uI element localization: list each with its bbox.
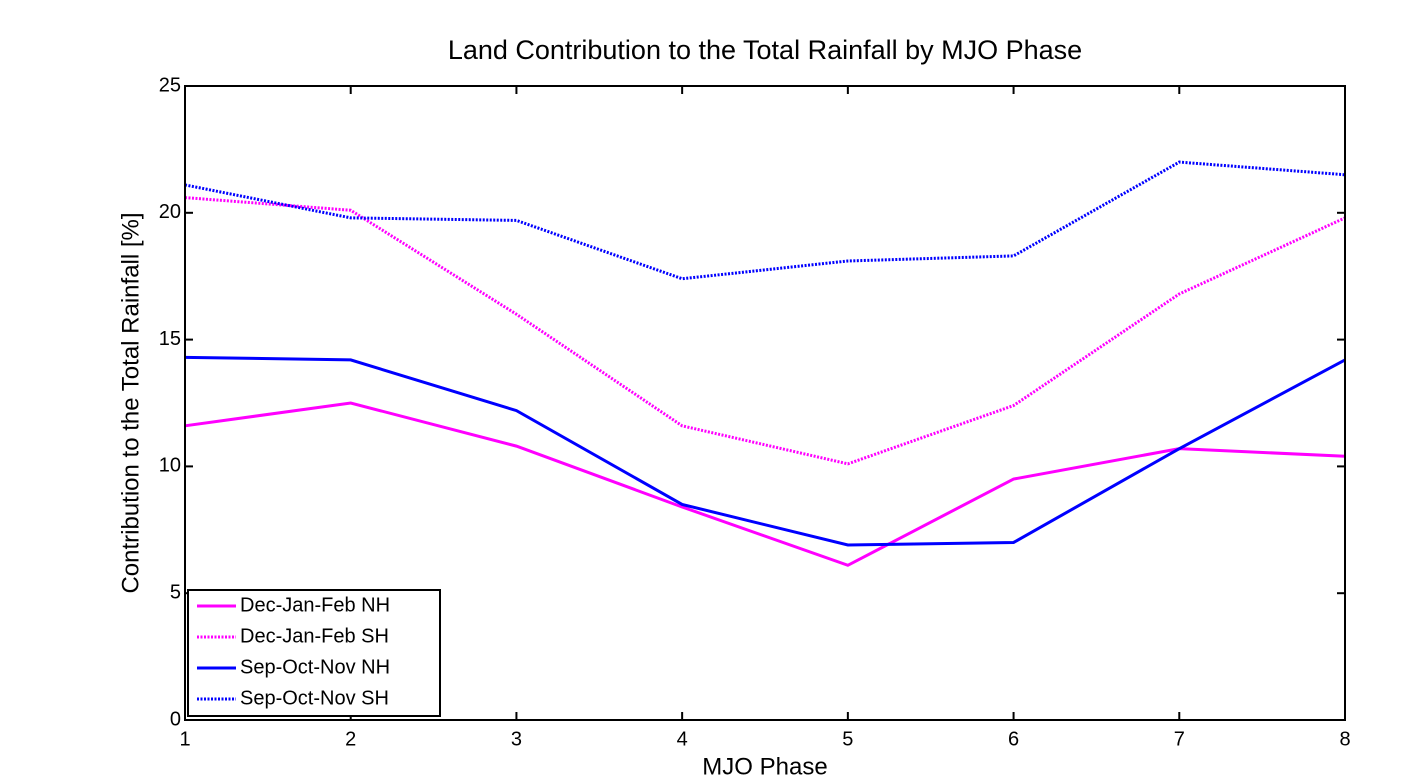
x-tick-label: 4 xyxy=(677,728,688,750)
legend-label: Dec-Jan-Feb SH xyxy=(240,625,389,647)
x-tick-label: 2 xyxy=(345,728,356,750)
series-line xyxy=(184,160,1346,281)
legend-label: Sep-Oct-Nov NH xyxy=(240,656,390,678)
series-line xyxy=(184,355,1346,547)
x-tick-label: 1 xyxy=(179,728,190,750)
x-tick-label: 3 xyxy=(511,728,522,750)
plot-frame xyxy=(184,85,1346,721)
series-line xyxy=(184,401,1346,567)
legend-label: Sep-Oct-Nov SH xyxy=(240,687,389,709)
x-tick-label: 7 xyxy=(1174,728,1185,750)
x-tick-label: 8 xyxy=(1339,728,1350,750)
y-tick-label: 15 xyxy=(159,328,181,350)
series-line xyxy=(184,196,1346,466)
legend-box xyxy=(187,589,441,717)
y-tick-label: 0 xyxy=(170,708,181,730)
y-axis-label: Contribution to the Total Rainfall [%] xyxy=(117,212,144,593)
chart-title: Land Contribution to the Total Rainfall … xyxy=(448,35,1082,65)
legend-label: Dec-Jan-Feb NH xyxy=(240,594,390,616)
x-tick-label: 6 xyxy=(1008,728,1019,750)
y-tick-label: 25 xyxy=(159,74,181,96)
x-axis-label: MJO Phase xyxy=(702,753,827,780)
y-tick-label: 10 xyxy=(159,455,181,477)
y-tick-label: 5 xyxy=(170,581,181,603)
y-tick-label: 20 xyxy=(159,201,181,223)
x-tick-label: 5 xyxy=(842,728,853,750)
